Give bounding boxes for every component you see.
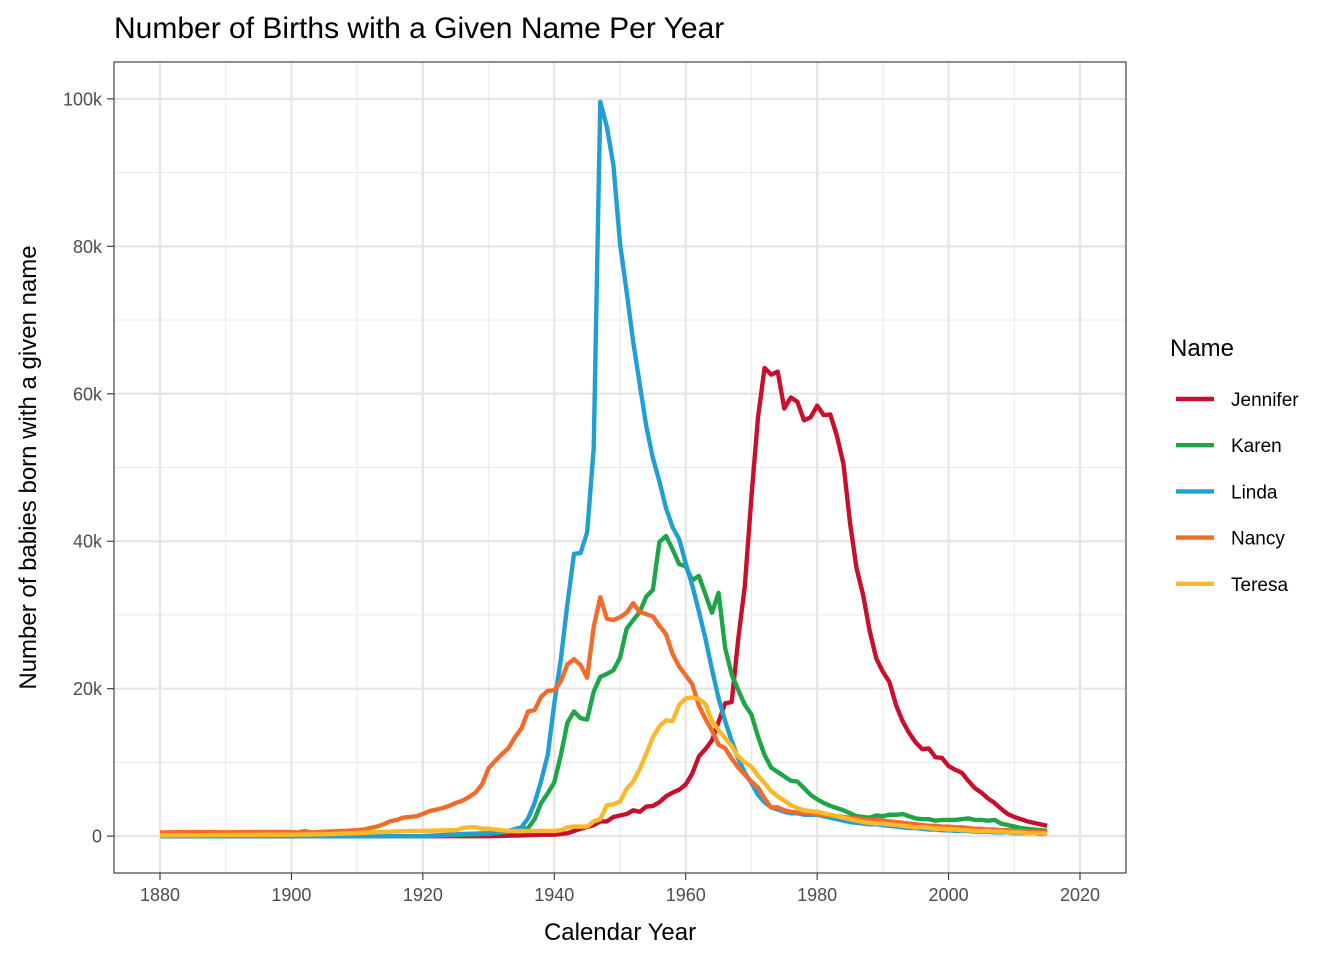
y-axis-title: Number of babies born with a given name xyxy=(15,245,42,689)
x-tick-label: 1980 xyxy=(797,885,837,905)
y-axis: 0 20k 40k 60k 80k 100k xyxy=(63,89,114,847)
x-tick-label: 1900 xyxy=(271,885,311,905)
series-line-karen xyxy=(160,533,1048,839)
legend-label-nancy: Nancy xyxy=(1231,529,1285,550)
x-tick-label: 2020 xyxy=(1060,885,1100,905)
series-line-jennifer xyxy=(160,365,1048,839)
series-line-nancy xyxy=(159,595,1048,835)
x-tick-label: 1940 xyxy=(534,885,574,905)
plot-border xyxy=(113,61,1127,874)
legend-label-jennifer: Jennifer xyxy=(1231,390,1299,411)
y-tick-label: 100k xyxy=(63,89,103,109)
y-tick-label: 0 xyxy=(92,827,102,847)
legend: Name Jennifer Karen Linda Nancy Teresa xyxy=(1170,335,1299,596)
y-tick-label: 80k xyxy=(73,237,103,257)
chart-title: Number of Births with a Given Name Per Y… xyxy=(114,12,724,45)
legend-label-linda: Linda xyxy=(1231,482,1278,503)
series-line-teresa xyxy=(159,695,1048,838)
y-tick-label: 20k xyxy=(73,679,103,699)
legend-label-teresa: Teresa xyxy=(1231,575,1288,596)
x-tick-label: 1960 xyxy=(666,885,706,905)
y-tick-label: 40k xyxy=(73,532,103,552)
y-tick-label: 60k xyxy=(73,384,103,404)
grid-minor xyxy=(114,62,1126,873)
legend-title: Name xyxy=(1170,335,1234,362)
x-tick-label: 2000 xyxy=(929,885,969,905)
x-tick-label: 1880 xyxy=(140,885,180,905)
legend-label-karen: Karen xyxy=(1231,436,1282,457)
series-lines xyxy=(159,99,1048,839)
x-axis: 1880 1900 1920 1940 1960 1980 2000 2020 xyxy=(140,873,1100,905)
x-tick-label: 1920 xyxy=(403,885,443,905)
x-axis-title: Calendar Year xyxy=(544,919,696,946)
